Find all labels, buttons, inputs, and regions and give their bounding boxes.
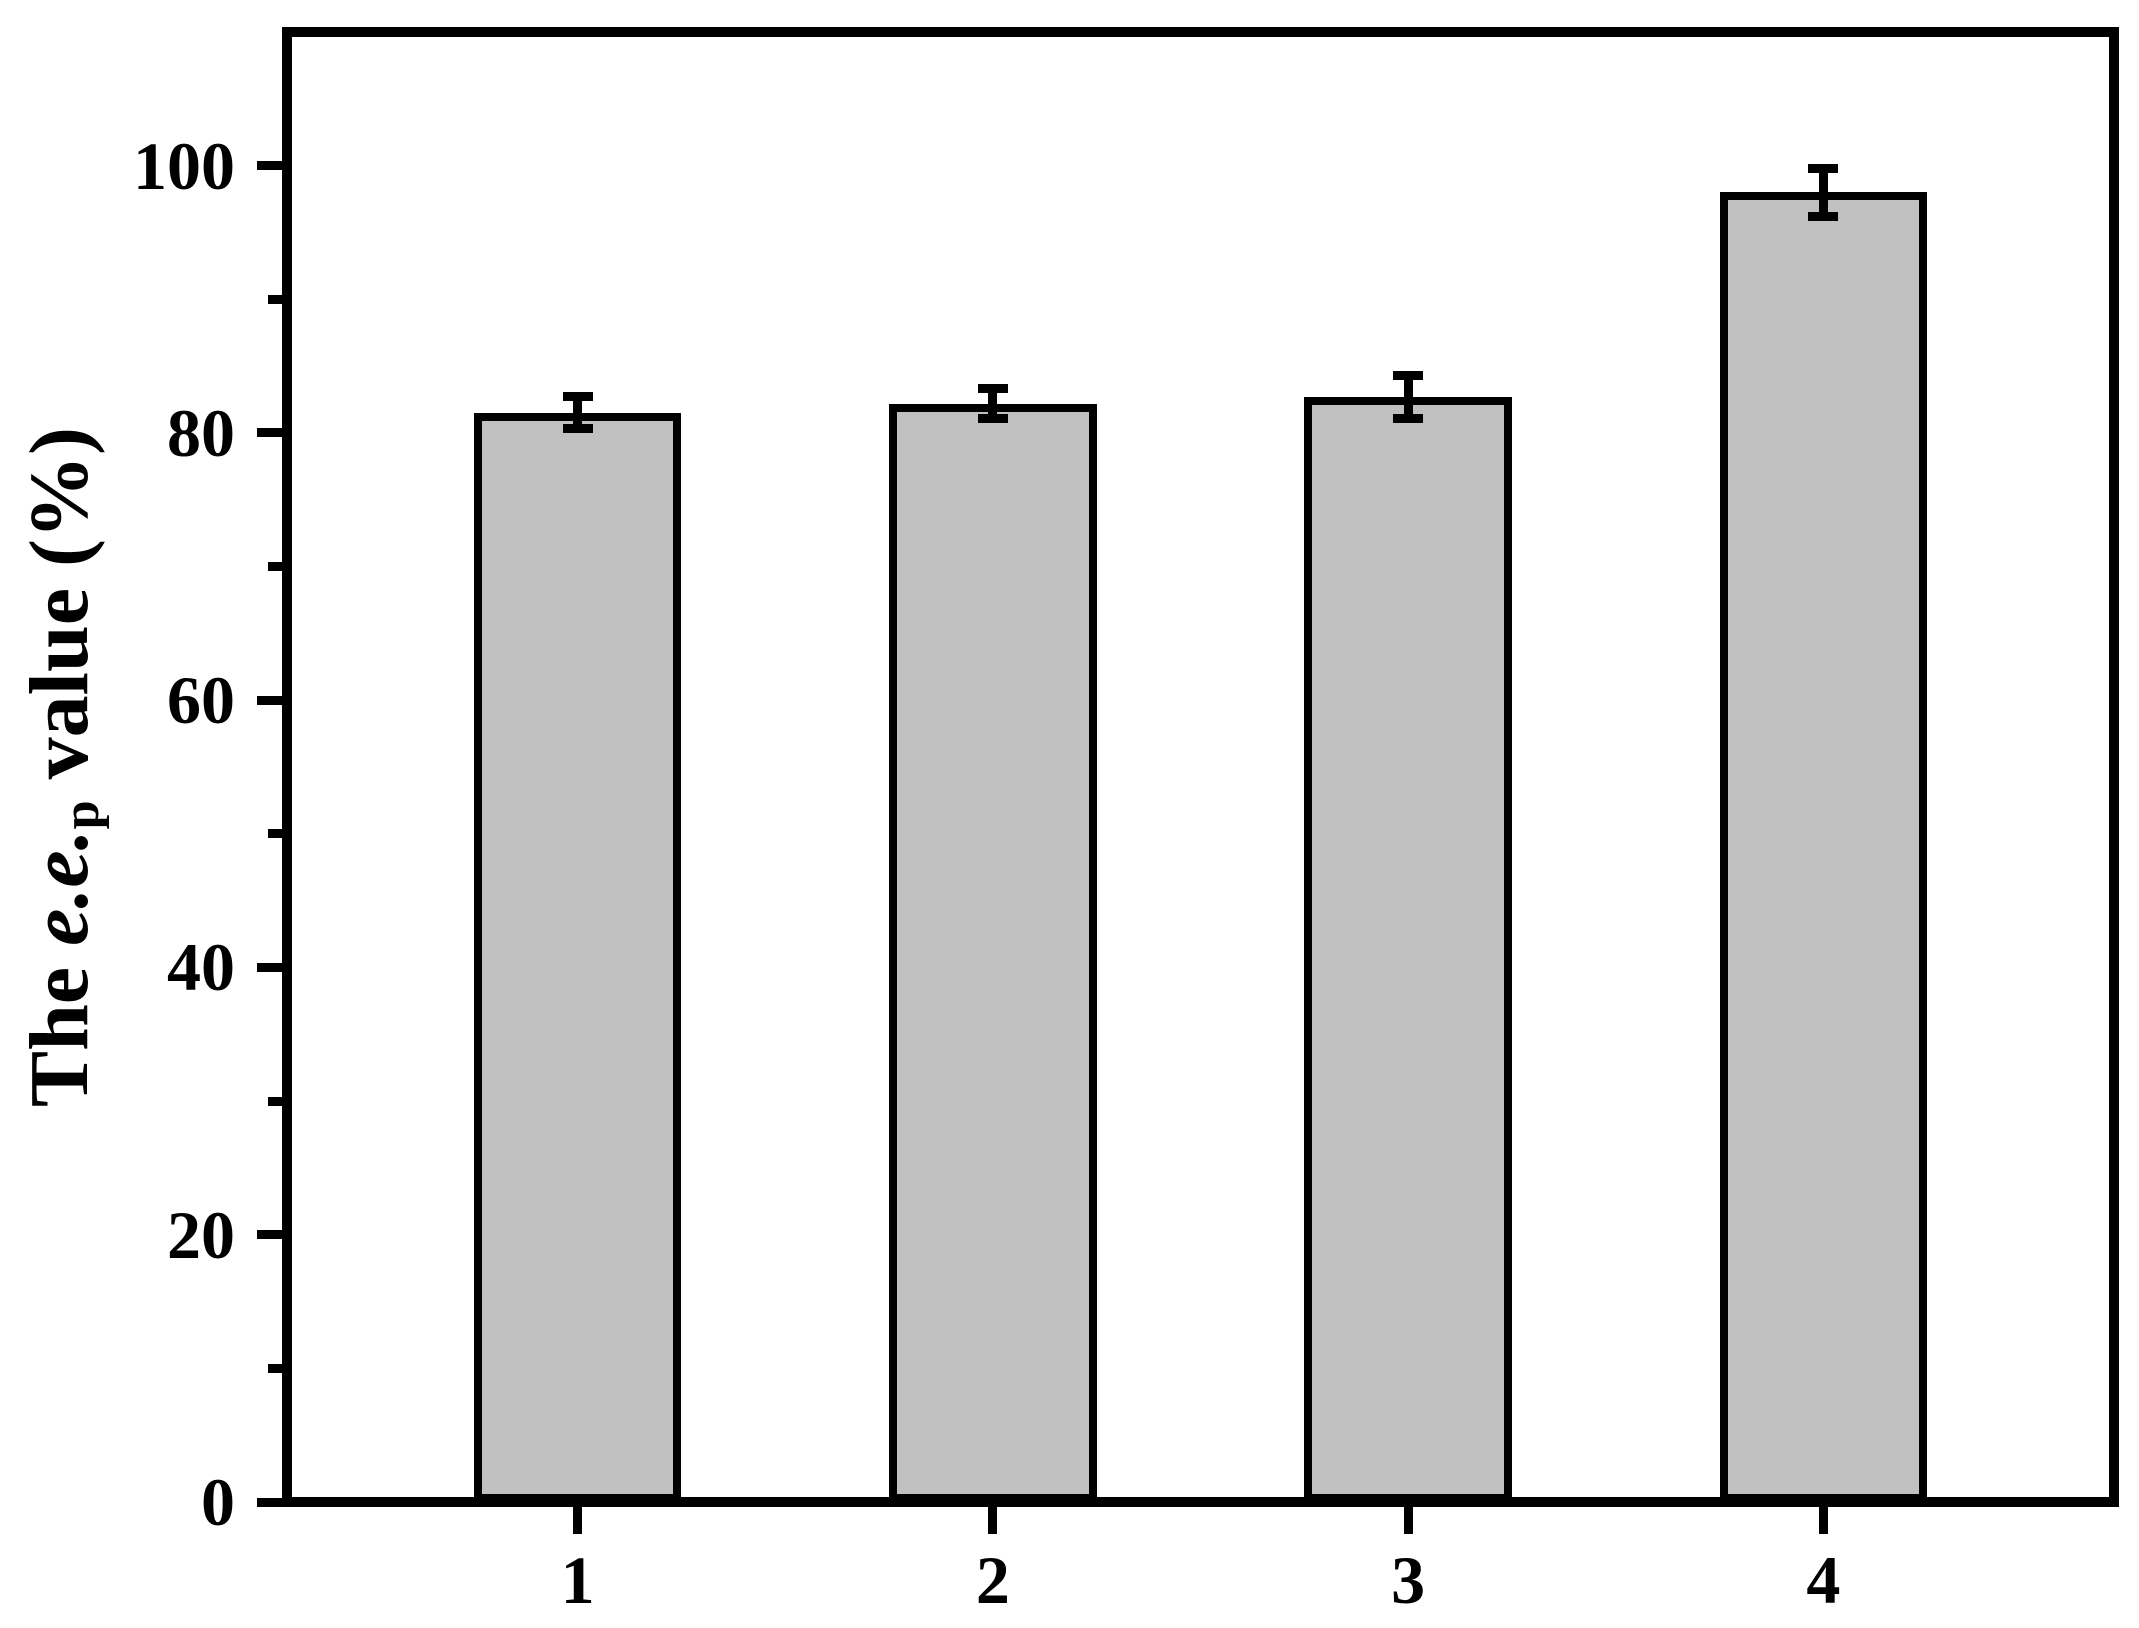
bar: [1719, 192, 1928, 1502]
y-tick-label: 80: [167, 394, 235, 471]
x-tick-label: 2: [975, 1542, 1010, 1618]
y-minor-tick: [268, 1363, 282, 1373]
error-bar-line: [988, 388, 998, 419]
y-tick-label: 40: [167, 929, 235, 1006]
x-tick-label: 1: [560, 1542, 595, 1618]
error-bar-cap-bottom: [1808, 211, 1839, 221]
y-minor-tick: [268, 562, 282, 572]
x-major-tick: [988, 1507, 998, 1534]
error-bar-line: [1403, 375, 1413, 419]
y-minor-tick: [268, 829, 282, 839]
x-tick-label: 3: [1391, 1542, 1426, 1618]
x-major-tick: [1818, 1507, 1828, 1534]
y-major-tick: [257, 962, 282, 972]
y-minor-tick: [268, 294, 282, 304]
bar: [889, 403, 1097, 1502]
error-bar-cap-bottom: [977, 413, 1008, 423]
y-major-tick: [257, 695, 282, 705]
y-major-tick: [257, 428, 282, 438]
x-major-tick: [1403, 1507, 1413, 1534]
bar: [1304, 396, 1512, 1502]
y-axis-title-suffix: value (%): [13, 427, 106, 801]
plot-area: [282, 27, 2119, 1507]
y-tick-label: 20: [167, 1196, 235, 1273]
x-major-tick: [573, 1507, 583, 1534]
y-major-tick: [257, 1230, 282, 1240]
y-tick-label: 100: [133, 127, 235, 204]
y-axis-title-subscript: p: [53, 800, 111, 830]
error-bar-cap-top: [1808, 163, 1839, 173]
error-bar-cap-bottom: [1393, 413, 1424, 423]
y-major-tick: [257, 1497, 282, 1507]
y-minor-tick: [268, 1096, 282, 1106]
error-bar-cap-top: [562, 392, 593, 402]
error-bar-line: [573, 396, 583, 429]
error-bar-line: [1818, 168, 1828, 217]
y-axis-title-italic: e.e.: [13, 829, 106, 946]
error-bar-cap-bottom: [562, 424, 593, 434]
bar: [473, 412, 682, 1502]
y-tick-label: 60: [167, 662, 235, 739]
error-bar-cap-top: [977, 384, 1008, 394]
y-major-tick: [257, 161, 282, 171]
y-tick-label: 0: [201, 1464, 235, 1540]
error-bar-cap-top: [1393, 370, 1424, 380]
x-tick-label: 4: [1806, 1542, 1841, 1618]
y-axis-title: The e.e.p value (%): [5, 32, 115, 1502]
